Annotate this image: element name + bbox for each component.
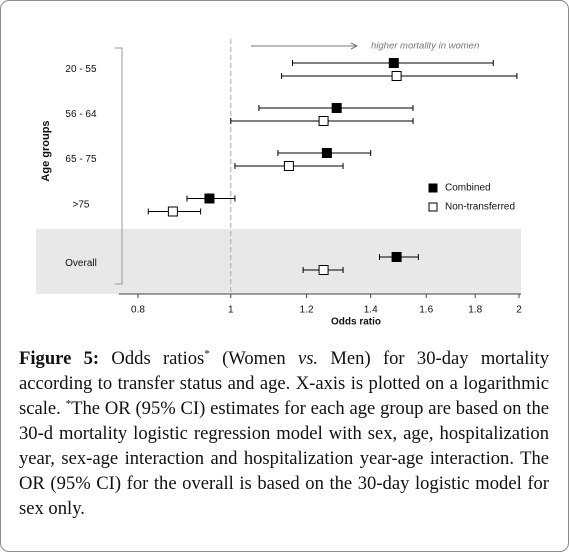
overall-band: [36, 229, 521, 294]
x-tick-label: 1.6: [419, 305, 433, 316]
legend-label: Non-transferred: [445, 202, 515, 213]
point-estimate: [388, 58, 399, 68]
point-estimate: [331, 103, 342, 113]
y-axis-label: Age groups: [40, 120, 52, 181]
category-label: 65 - 75: [65, 154, 97, 165]
age-bracket: [115, 47, 123, 285]
legend-label: Combined: [445, 183, 491, 194]
caption-text: vs.: [297, 348, 319, 369]
point-estimate: [318, 265, 329, 275]
category-label: 56 - 64: [65, 109, 97, 120]
caption-text: Odds ratios: [99, 348, 205, 369]
point-estimate: [167, 206, 178, 217]
x-tick-label: 1.2: [300, 305, 314, 316]
point-estimate: [321, 148, 332, 158]
x-tick-label: 1.8: [468, 305, 482, 316]
caption-label: Figure 5:: [19, 348, 100, 369]
caption-text: (Women: [209, 348, 298, 369]
category-label: Overall: [65, 258, 97, 269]
x-tick-label: 1: [228, 305, 234, 316]
category-label: >75: [73, 200, 90, 211]
x-tick-label: 1.4: [364, 305, 378, 316]
category-label: 20 - 55: [65, 64, 97, 75]
chart: Age groups higher mortality in women Odd…: [36, 39, 522, 328]
point-estimate: [391, 71, 402, 81]
x-tick-label: 0.8: [131, 305, 145, 316]
caption-mark: *: [204, 347, 210, 360]
x-tick-label: 2: [516, 305, 522, 316]
x-axis-label: Odds ratio: [331, 317, 381, 328]
point-estimate: [283, 161, 294, 171]
legend-swatch: [428, 183, 438, 193]
caption: Figure 5: Odds ratios* (Women vs. Men) f…: [19, 346, 549, 521]
point-estimate: [391, 252, 402, 262]
point-estimate: [204, 193, 215, 204]
caption-mark: *: [65, 397, 72, 410]
caption-text: The OR (95% CI) estimates for each age g…: [19, 398, 550, 519]
annotation: higher mortality in women: [371, 41, 479, 52]
point-estimate: [318, 116, 329, 126]
legend-swatch: [428, 202, 438, 212]
caption-text: Men) for 30-day mortality according to t…: [19, 348, 550, 419]
arrow-head: [350, 42, 359, 50]
